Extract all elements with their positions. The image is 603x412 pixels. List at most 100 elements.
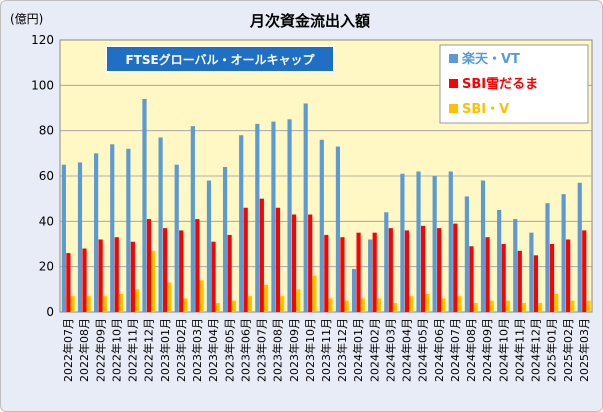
bar-series-2-0 — [70, 296, 75, 312]
bar-series-2-15 — [312, 275, 317, 312]
legend-swatch-sbi-yukidaruma — [449, 79, 458, 88]
bar-series-0-13 — [271, 121, 276, 312]
bar-series-0-32 — [577, 182, 582, 312]
bar-series-1-2 — [98, 239, 103, 312]
bar-series-1-22 — [420, 225, 426, 312]
x-tick-label: 2022年12月 — [142, 318, 156, 382]
x-tick-label: 2023年05月 — [222, 318, 236, 382]
x-tick-label: 2023年04月 — [206, 318, 220, 382]
bar-series-2-25 — [473, 302, 478, 312]
y-axis-ticks: 0 20 40 60 80 100 120 — [31, 33, 54, 319]
bar-series-0-3 — [110, 144, 115, 312]
bar-series-2-17 — [344, 300, 349, 312]
bar-series-0-21 — [400, 173, 405, 312]
bar-series-2-1 — [86, 296, 91, 312]
x-tick-label: 2022年08月 — [77, 318, 91, 382]
bar-series-1-5 — [146, 219, 152, 312]
bar-series-1-21 — [404, 230, 410, 312]
y-tick-label: 0 — [46, 305, 54, 319]
x-tick-label: 2023年08月 — [271, 318, 285, 382]
bar-series-0-30 — [545, 203, 550, 312]
bar-series-2-28 — [521, 302, 527, 312]
bar-series-1-0 — [66, 253, 71, 312]
bar-series-0-16 — [319, 139, 324, 312]
y-tick-label: 120 — [31, 33, 54, 47]
bar-series-1-19 — [372, 232, 377, 312]
bar-series-1-12 — [259, 198, 264, 312]
bar-series-1-31 — [566, 239, 571, 312]
bar-series-2-19 — [376, 298, 381, 312]
bar-series-2-3 — [118, 293, 124, 312]
bar-series-0-14 — [287, 119, 292, 312]
bar-series-0-7 — [174, 164, 179, 312]
bar-series-2-30 — [554, 293, 559, 312]
y-tick-label: 20 — [39, 260, 54, 274]
bar-series-2-14 — [296, 289, 301, 312]
bar-series-1-7 — [179, 230, 184, 312]
x-tick-label: 2023年06月 — [238, 318, 252, 382]
chart-title: 月次資金流出入額 — [249, 12, 370, 30]
x-tick-label: 2024年07月 — [448, 318, 462, 382]
annotation-box: FTSEグローバル・オールキャップ — [105, 45, 335, 73]
bar-series-1-17 — [340, 237, 345, 312]
bar-series-1-9 — [211, 241, 216, 312]
bar-series-1-32 — [582, 230, 587, 312]
bar-series-0-27 — [497, 210, 502, 312]
bar-series-2-11 — [247, 296, 252, 312]
bar-series-0-1 — [77, 162, 83, 312]
bar-series-2-26 — [489, 300, 494, 312]
bar-series-1-1 — [82, 248, 87, 312]
bar-series-0-31 — [561, 194, 566, 312]
bar-series-2-13 — [280, 296, 285, 312]
bar-series-2-20 — [392, 302, 398, 312]
bar-series-1-18 — [356, 232, 361, 312]
x-tick-label: 2023年01月 — [158, 318, 172, 382]
x-tick-label: 2024年03月 — [383, 318, 397, 382]
bar-series-2-31 — [570, 300, 575, 312]
bar-series-1-29 — [533, 255, 538, 312]
bar-series-1-14 — [291, 214, 297, 312]
bar-series-1-3 — [114, 237, 119, 312]
y-tick-label: 60 — [39, 169, 54, 183]
x-tick-label: 2024年09月 — [480, 318, 494, 382]
bar-series-1-25 — [469, 246, 474, 312]
bar-series-2-4 — [134, 289, 140, 312]
bar-series-2-32 — [586, 300, 591, 312]
bar-series-0-4 — [126, 148, 131, 312]
bar-series-0-19 — [368, 239, 373, 312]
x-tick-label: 2024年12月 — [529, 318, 543, 382]
bar-series-1-6 — [163, 228, 168, 312]
bar-series-0-23 — [432, 176, 437, 312]
x-tick-label: 2023年10月 — [303, 318, 317, 382]
legend-label-sbi-yukidaruma: SBI雪だるま — [462, 76, 538, 92]
bar-series-1-16 — [324, 234, 329, 312]
bar-series-1-15 — [308, 214, 313, 312]
bar-series-0-20 — [384, 212, 389, 312]
x-tick-label: 2024年11月 — [512, 318, 526, 382]
bar-series-0-22 — [416, 171, 421, 312]
bar-series-0-17 — [335, 146, 341, 312]
bar-series-0-0 — [61, 164, 66, 312]
x-tick-label: 2024年02月 — [367, 318, 381, 382]
x-tick-label: 2023年03月 — [190, 318, 204, 382]
bar-series-0-29 — [529, 232, 534, 312]
x-tick-label: 2023年07月 — [255, 318, 269, 382]
bar-series-0-24 — [448, 171, 453, 312]
bar-series-2-24 — [457, 296, 462, 312]
x-tick-label: 2022年07月 — [61, 318, 75, 382]
bar-series-0-5 — [142, 98, 147, 313]
bar-series-2-6 — [167, 282, 172, 312]
bar-series-2-29 — [537, 302, 543, 312]
bar-series-0-12 — [255, 123, 260, 313]
legend-label-rakuten-vt: 楽天・VT — [461, 51, 520, 67]
bar-series-2-5 — [151, 250, 156, 312]
bar-series-1-24 — [453, 223, 458, 312]
bar-series-1-20 — [388, 228, 393, 312]
bar-series-2-23 — [441, 298, 446, 312]
x-tick-label: 2024年04月 — [400, 318, 414, 382]
bar-series-2-22 — [425, 293, 430, 312]
x-tick-label: 2023年12月 — [335, 318, 349, 382]
bar-series-0-25 — [464, 196, 469, 312]
bar-series-1-10 — [227, 234, 232, 312]
bar-series-2-12 — [263, 284, 269, 312]
